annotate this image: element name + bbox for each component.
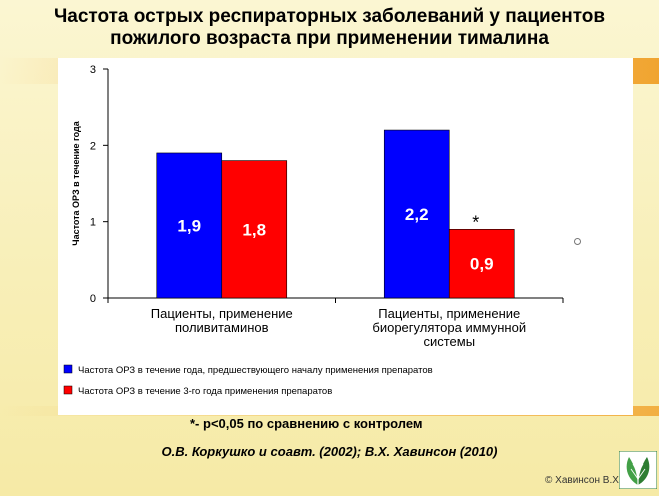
bar-2-2: [448, 229, 515, 299]
x-category-label: Пациенты, применение: [378, 306, 520, 321]
x-category-label: биорегулятора иммунной: [372, 320, 526, 335]
x-category-label: системы: [423, 334, 475, 349]
small-circle-mark: [574, 238, 581, 245]
bar-1-1: [156, 152, 223, 299]
y-axis-label: Частота ОРЗ в течение года: [71, 120, 81, 245]
chart-panel: 0 1 2 3 Частота ОРЗ в течение года 1,9 1,8 Паци…: [58, 58, 633, 415]
x-category-label: поливитаминов: [175, 320, 269, 335]
data-label: 2,2: [405, 205, 429, 224]
slide-title: Частота острых респираторных заболеваний…: [0, 6, 659, 50]
slide-title-line-1: Частота острых респираторных заболеваний…: [53, 6, 606, 27]
data-label: 0,9: [470, 255, 494, 274]
legend-label-2: Частота ОРЗ в течение 3-го года применен…: [78, 386, 332, 397]
y-tick-label: 2: [90, 140, 96, 152]
y-tick-label: 3: [90, 64, 96, 76]
citation: О.В. Коркушко и соавт. (2002); В.Х. Хави…: [161, 444, 498, 459]
bar-2-1: [221, 160, 288, 299]
legend-swatch-1: [63, 364, 73, 374]
footnote: *- p<0,05 по сравнению с контролем: [190, 416, 423, 431]
y-tick-label: 0: [90, 293, 96, 305]
y-tick-label: 1: [90, 217, 96, 229]
bar-chart: 0 1 2 3 Частота ОРЗ в течение года 1,9 1,8 Паци…: [63, 64, 564, 397]
x-category-label: Пациенты, применение: [151, 306, 293, 321]
significance-asterisk: *: [472, 212, 479, 232]
slide-title-line-2: пожилого возраста при применении тималин…: [110, 28, 549, 49]
copyright-text: © Хавинсон В.Х.: [545, 475, 622, 486]
leaf-logo-icon: [619, 451, 657, 489]
data-label: 1,9: [177, 216, 201, 235]
legend-swatch-2: [63, 385, 73, 395]
legend-label-1: Частота ОРЗ в течение года, предшествующ…: [78, 365, 433, 376]
data-label: 1,8: [242, 220, 266, 239]
bar-1-2: [383, 129, 450, 299]
